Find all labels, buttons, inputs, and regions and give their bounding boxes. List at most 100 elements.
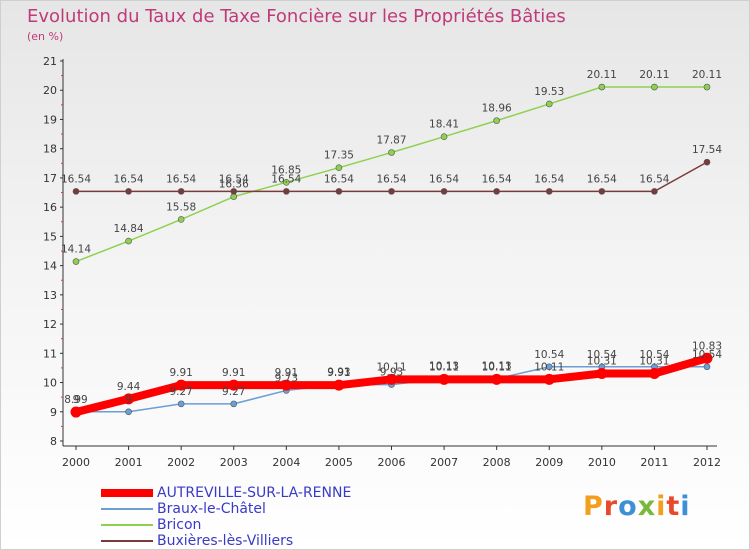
data-label: 18.96 [482, 103, 512, 115]
data-point [177, 400, 185, 408]
x-tick-label: 2000 [62, 456, 90, 469]
data-point [703, 83, 711, 91]
data-label: 16.36 [219, 179, 249, 191]
data-point [283, 179, 290, 186]
data-label: 16.54 [534, 173, 564, 185]
logo-letter: o [618, 491, 638, 522]
data-label: 16.54 [429, 173, 459, 185]
data-point [125, 237, 132, 245]
data-point [651, 188, 658, 195]
data-label: 17.87 [376, 134, 406, 146]
data-point [283, 188, 290, 195]
y-tick-label: 19 [43, 113, 57, 126]
data-label: 16.54 [61, 173, 91, 185]
data-point [175, 379, 187, 391]
data-point [123, 393, 135, 405]
data-label: 10.54 [587, 349, 617, 361]
legend-item: Bricon [101, 517, 361, 533]
data-label: 9.27 [169, 386, 192, 398]
data-point [545, 100, 553, 108]
data-label: 10.11 [376, 361, 406, 373]
data-label: 16.54 [271, 173, 301, 185]
legend-label: Bricon [157, 517, 202, 533]
logo-letter: i [680, 491, 691, 522]
data-label: 20.11 [639, 69, 669, 81]
data-label: 10.54 [534, 349, 564, 361]
data-point [228, 379, 240, 391]
data-point [335, 164, 343, 171]
data-label: 14.14 [61, 244, 91, 256]
legend-label: Buxières-lès-Villiers [157, 533, 294, 549]
data-label: 9.93 [327, 367, 350, 379]
data-label: 9.91 [275, 367, 298, 379]
y-tick-label: 16 [43, 201, 57, 214]
data-label: 10.54 [639, 349, 669, 361]
x-tick-label: 2007 [430, 456, 458, 469]
data-label: 16.54 [219, 173, 249, 185]
data-point [440, 133, 448, 141]
logo-letter: x [637, 491, 657, 522]
data-point [388, 188, 395, 195]
data-label: 16.54 [376, 173, 406, 185]
y-tick-label: 11 [43, 347, 57, 360]
data-point [230, 400, 238, 408]
data-label: 10.11 [482, 361, 512, 373]
data-point [545, 188, 553, 195]
data-label: 10.54 [692, 349, 722, 361]
data-point [386, 373, 397, 385]
data-label: 19.53 [534, 86, 564, 98]
data-label: 15.58 [166, 201, 196, 213]
x-tick-label: 2008 [483, 456, 511, 469]
data-point [703, 158, 711, 166]
data-point [701, 352, 713, 364]
data-label: 9.73 [275, 372, 298, 384]
data-label: 9.91 [327, 367, 350, 379]
x-tick-label: 2012 [693, 456, 721, 469]
data-label: 10.31 [587, 355, 617, 367]
chart-title: Evolution du Taux de Taxe Foncière sur l… [27, 6, 566, 27]
y-tick-label: 8 [50, 435, 57, 448]
x-tick-label: 2003 [220, 456, 248, 469]
y-tick-label: 17 [43, 172, 57, 185]
legend-item: Buxières-lès-Villiers [101, 533, 361, 549]
data-label: 10.13 [429, 361, 459, 373]
x-tick-label: 2010 [588, 456, 616, 469]
legend-label: Braux-le-Châtel [157, 501, 266, 517]
data-point [491, 373, 503, 385]
legend-item: AUTREVILLE-SUR-LA-RENNE [101, 485, 361, 501]
data-label: 16.54 [587, 173, 617, 185]
y-tick-label: 12 [43, 318, 57, 331]
data-label: 9.91 [222, 367, 245, 379]
data-label: 10.83 [692, 340, 722, 352]
data-label: 17.35 [324, 150, 354, 162]
data-point [280, 379, 292, 391]
data-label: 16.54 [639, 173, 669, 185]
data-label: 9.27 [222, 386, 245, 398]
legend-swatch [101, 489, 153, 497]
logo-letter: i [656, 491, 667, 522]
data-point [125, 408, 132, 416]
data-point [125, 188, 132, 195]
data-label: 10.13 [482, 361, 512, 373]
data-point [177, 188, 185, 195]
data-label: 16.54 [324, 173, 354, 185]
data-point [596, 367, 608, 379]
data-point [651, 83, 658, 91]
y-tick-label: 15 [43, 230, 57, 243]
logo-letter: P [583, 491, 604, 522]
data-point [598, 188, 606, 195]
chart-subtitle: (en %) [27, 30, 64, 43]
data-label: 20.11 [692, 69, 722, 81]
data-point [703, 363, 711, 371]
x-tick-label: 2001 [115, 456, 143, 469]
data-label: 9 [73, 394, 80, 406]
data-label: 14.84 [114, 223, 144, 235]
x-tick-label: 2009 [535, 456, 563, 469]
data-label: 16.54 [482, 173, 512, 185]
data-label: 9 [125, 394, 132, 406]
data-label: 10.11 [429, 361, 459, 373]
data-label: 8.99 [64, 394, 87, 406]
data-point [545, 363, 553, 371]
data-label: 10.31 [639, 355, 669, 367]
